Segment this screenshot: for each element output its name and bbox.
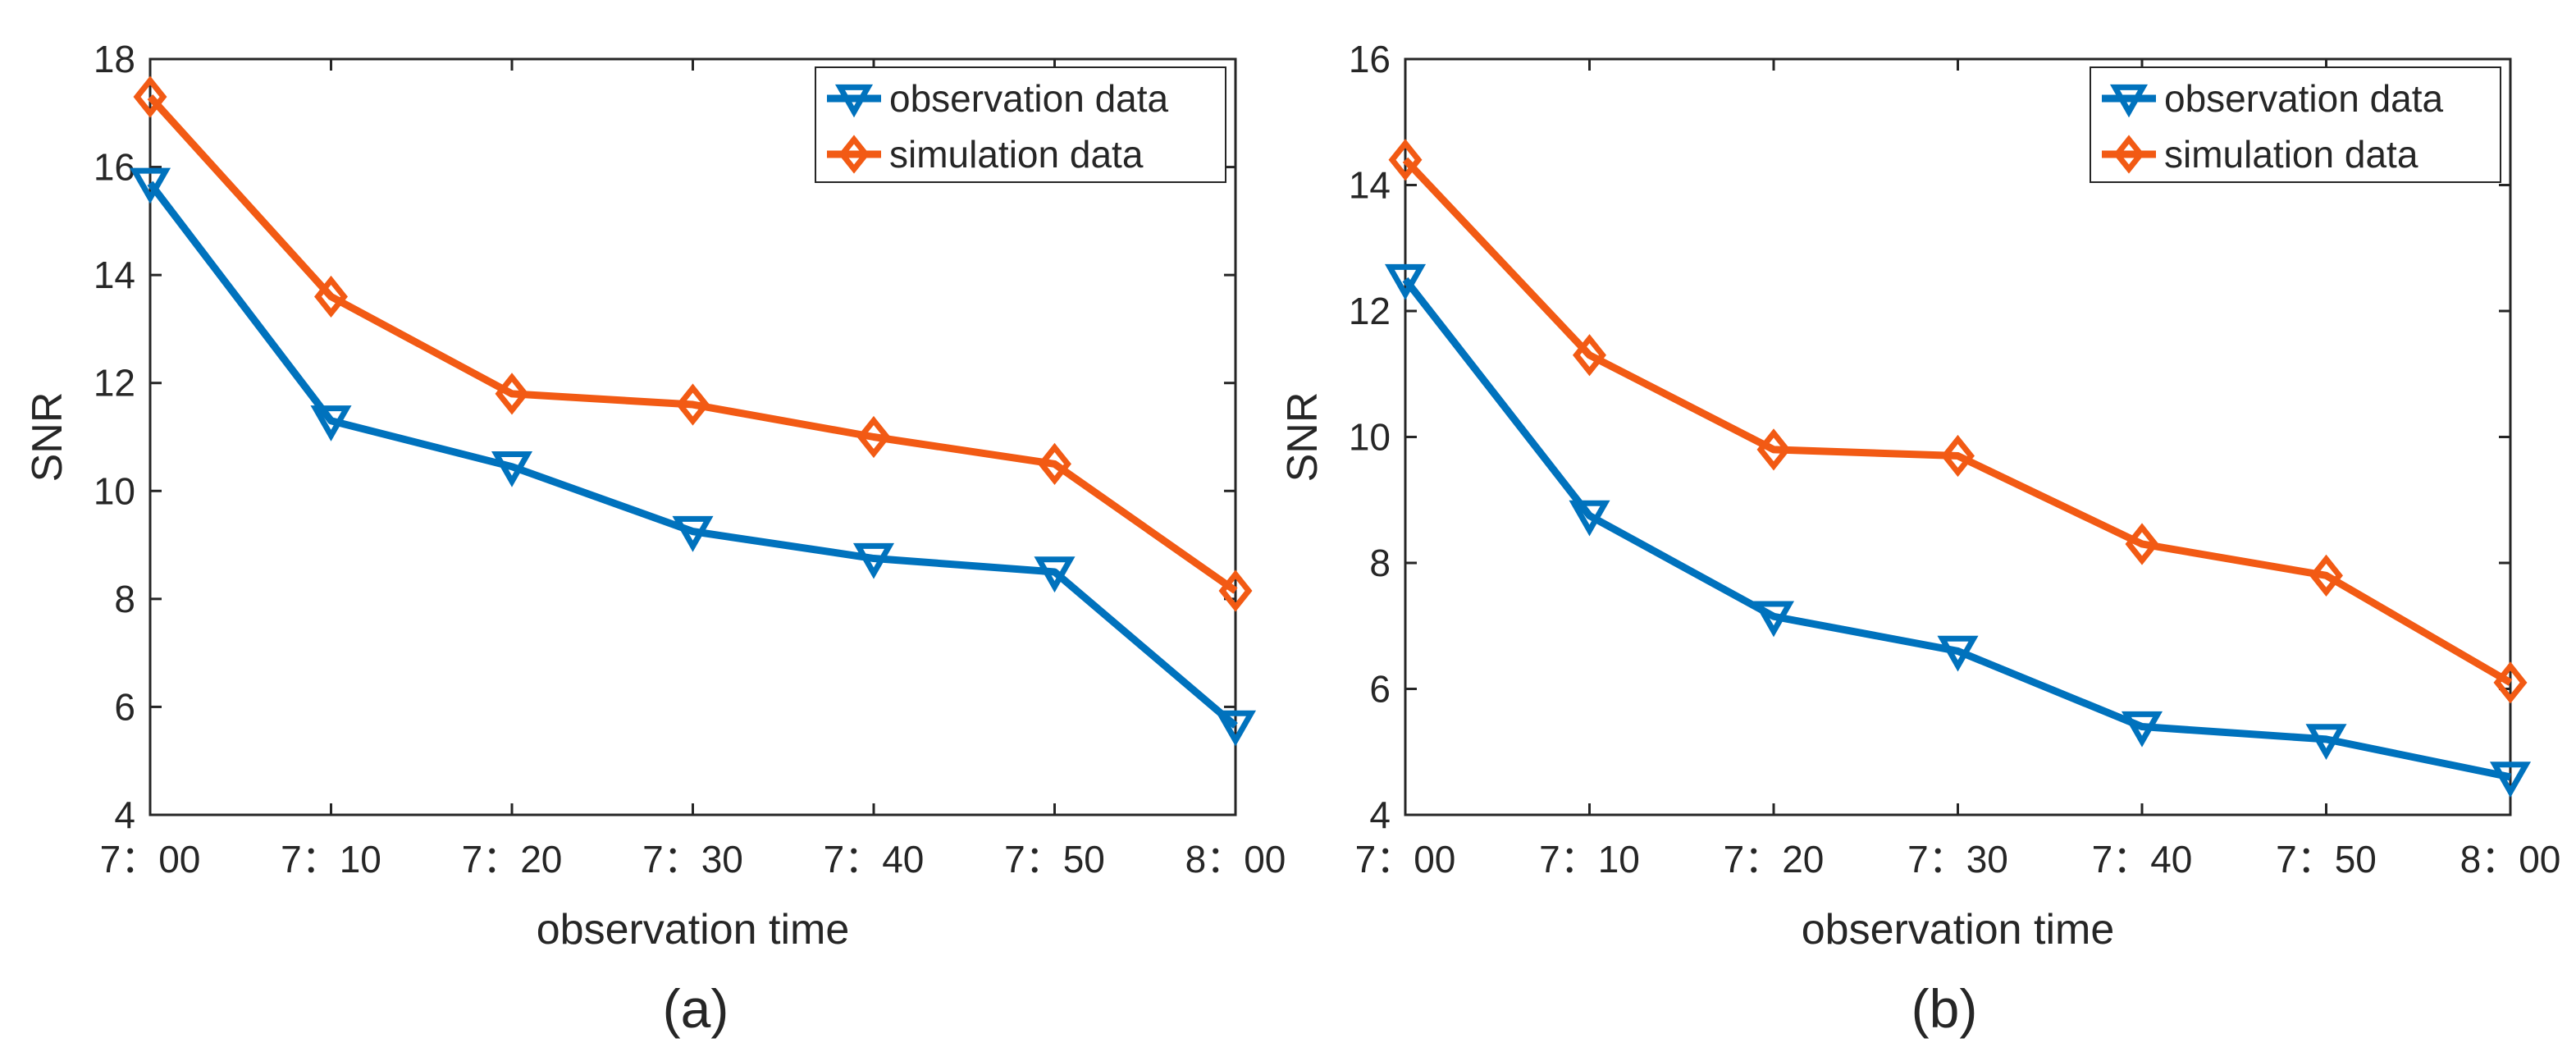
data-point-observation [2305,724,2347,761]
y-tick-label: 12 [94,362,135,405]
legend-box [2090,66,2501,183]
legend: observation data simulation data [2090,66,2501,183]
data-point-observation [1752,601,1795,638]
x-axis-label: observation time [537,906,850,954]
legend-label-simulation: simulation data [889,133,1144,176]
panel-label: (b) [1911,978,1978,1039]
x-tick-label: 7：30 [1907,838,2008,880]
x-tick-label: 7：10 [1539,838,1640,880]
y-tick-label: 6 [114,685,135,728]
data-point-observation [1034,556,1076,593]
x-tick-label: 7：50 [2276,838,2377,880]
legend-marker-simulation [2113,135,2144,174]
data-point-simulation [2309,554,2343,597]
series-line-observation [147,181,1238,729]
legend-label-observation: observation data [2164,77,2444,120]
data-point-observation [1214,710,1257,747]
data-point-simulation [856,415,891,459]
y-tick-label: 6 [1369,668,1391,711]
y-tick-label: 8 [1369,542,1391,584]
data-point-observation [1384,263,1427,300]
y-tick-label: 4 [114,794,135,836]
data-point-simulation [314,275,348,318]
panel-label: (a) [663,978,729,1039]
series-line-simulation [1402,157,2513,686]
data-point-simulation [1218,569,1253,612]
x-tick-label: 7：00 [100,838,201,880]
data-point-simulation [1388,139,1423,181]
x-tick-label: 7：20 [1724,838,1825,880]
legend-marker-observation [2109,84,2149,118]
legend-marker-simulation [838,135,870,174]
data-point-observation [129,167,171,204]
data-point-simulation [1038,442,1071,485]
data-point-observation [491,451,533,487]
chart-panel-b: 4 6 8 10 12 14 16 7：00 7：10 7：20 7：30 7：40 7：50 8：00 o… [1279,38,2560,1039]
data-point-observation [2121,711,2163,748]
legend-label-observation: observation data [889,77,1169,120]
y-tick-label: 12 [1349,290,1391,332]
x-tick-label: 7：00 [1355,838,1456,880]
x-tick-label: 7：20 [462,838,563,880]
y-tick-label: 14 [94,254,135,296]
x-tick-label: 7：30 [642,838,743,880]
y-tick-label: 14 [1349,164,1391,207]
data-point-simulation [2125,523,2159,565]
y-tick-label: 8 [114,578,135,620]
data-point-observation [2489,762,2532,798]
data-point-observation [852,542,895,579]
legend-label-simulation: simulation data [2164,133,2418,176]
y-tick-label: 10 [1349,416,1391,459]
y-tick-label: 18 [94,38,135,80]
data-point-simulation [2493,661,2528,704]
x-tick-label: 8：00 [2460,838,2561,880]
data-point-observation [310,405,352,441]
series-line-observation [1402,277,2511,781]
data-point-simulation [1756,428,1791,471]
x-axis-label: observation time [1802,906,2115,954]
data-point-simulation [1941,434,1975,478]
legend-box [815,66,1226,183]
x-tick-label: 7：40 [824,838,925,880]
series-line-simulation [147,94,1238,594]
x-tick-label: 8：00 [1185,838,1286,880]
data-point-simulation [676,383,710,426]
legend: observation data simulation data [815,66,1226,183]
y-axis-label: SNR [1279,392,1327,483]
y-tick-label: 16 [1349,38,1391,80]
data-point-simulation [495,373,529,415]
data-point-observation [1937,635,1979,672]
data-point-observation [672,515,714,552]
y-tick-label: 16 [94,146,135,189]
data-point-simulation [133,75,167,118]
y-axis-label: SNR [24,392,71,483]
x-tick-label: 7：40 [2092,838,2193,880]
data-point-observation [1569,500,1610,537]
x-tick-label: 7：10 [281,838,381,880]
legend-marker-observation [834,84,874,118]
x-tick-label: 7：50 [1004,838,1105,880]
chart-panel-a: 4 6 8 10 12 14 16 18 7：00 7：10 7：20 7：30 7：40 7：50 8：0… [24,38,1286,1039]
data-point-simulation [1573,334,1606,377]
y-tick-label: 4 [1369,794,1391,836]
y-tick-label: 10 [94,469,135,512]
